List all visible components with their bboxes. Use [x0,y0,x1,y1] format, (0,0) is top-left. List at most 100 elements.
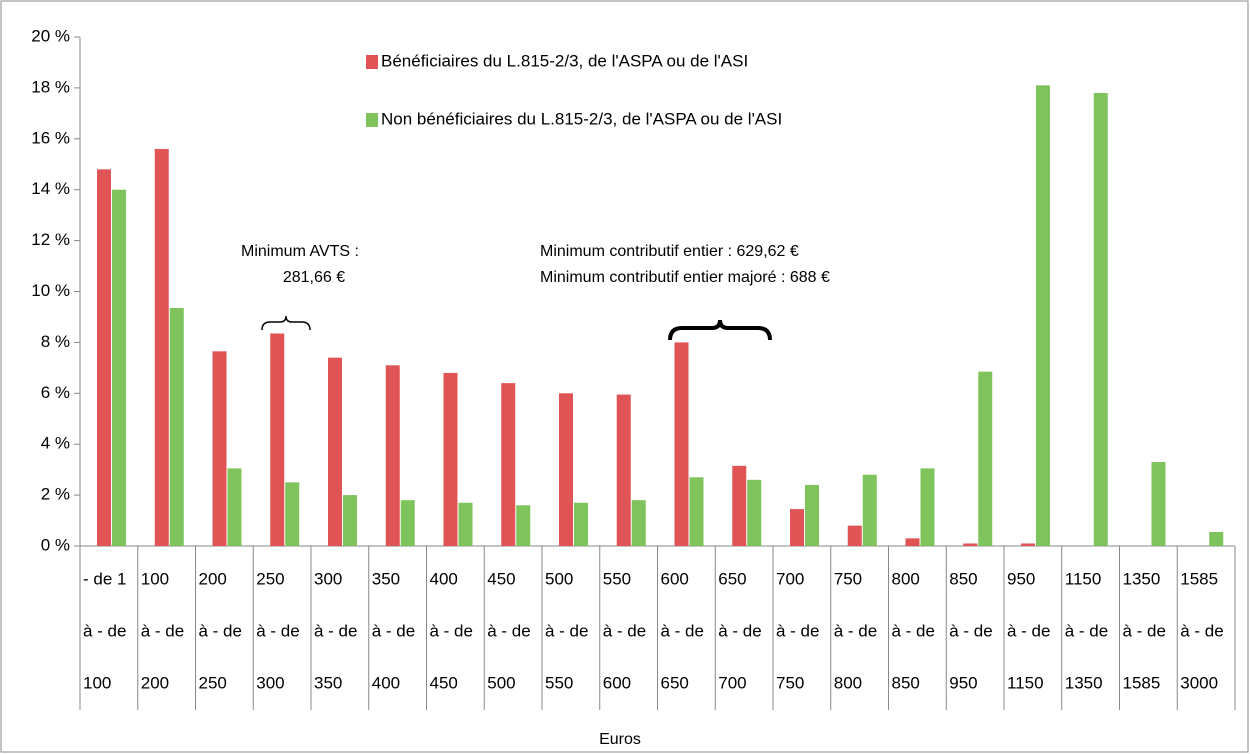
x-tick-label: 300 [256,673,284,692]
x-tick-label: 700 [718,673,746,692]
bar [343,495,357,546]
y-tick-label: 14 % [31,179,70,198]
bar [328,357,342,546]
x-tick-label: 850 [949,569,977,588]
x-tick-label: 800 [834,673,862,692]
x-tick-label: à - de [314,621,357,640]
legend-label: Non bénéficiaires du L.815-2/3, de l'ASP… [381,109,782,128]
x-tick-label: 700 [776,569,804,588]
x-tick-label: 1350 [1065,673,1103,692]
annotation: 281,66 € [283,269,345,286]
x-tick-label: 250 [256,569,284,588]
x-tick-label: à - de [83,621,126,640]
y-tick-label: 4 % [41,434,70,453]
x-tick-label: à - de [430,621,473,640]
x-tick-label: à - de [834,621,877,640]
x-tick-label: 550 [603,569,631,588]
x-tick-label: 1150 [1065,569,1102,588]
bar [862,474,877,546]
x-tick-label: 100 [141,569,169,588]
bar [385,365,400,546]
legend-label: Bénéficiaires du L.815-2/3, de l'ASPA ou… [381,51,748,70]
legend-swatch [366,55,378,69]
x-tick-label: 1150 [1007,673,1044,692]
x-tick-label: à - de [256,621,299,640]
x-tick-label: 450 [487,569,515,588]
x-tick-label: 750 [834,569,862,588]
legend-swatch [366,113,378,127]
x-tick-label: 600 [661,569,689,588]
x-tick-label: 950 [1007,569,1035,588]
bar [1151,462,1166,546]
y-tick-label: 20 % [31,26,70,45]
x-tick-label: 650 [718,569,746,588]
bar [732,465,747,546]
bar [963,543,978,546]
bar [805,484,819,546]
x-tick-label: à - de [1065,621,1108,640]
bar [689,477,704,546]
x-tick-label: à - de [1123,621,1166,640]
bar [674,342,689,546]
bar [443,372,458,546]
x-tick-label: 400 [372,673,400,692]
x-tick-label: 200 [141,673,169,692]
y-tick-label: 2 % [41,485,70,504]
brace [668,319,772,341]
bar [790,509,804,546]
bar [978,371,993,546]
x-tick-label: à - de [776,621,819,640]
x-tick-label: 250 [199,673,227,692]
x-tick-label: à - de [603,621,646,640]
bar [631,500,646,546]
x-tick-label: 400 [430,569,458,588]
x-tick-label: à - de [372,621,415,640]
bar [458,502,473,546]
annotation: Minimum contributif entier : 629,62 € [540,243,799,260]
bar [227,468,242,546]
bar [616,394,631,546]
bar [1093,92,1108,547]
x-tick-label: à - de [199,621,242,640]
x-tick-label: 1585 [1180,569,1218,588]
brace [261,315,311,331]
bar [516,505,531,546]
bar [212,351,227,546]
x-tick-label: à - de [892,621,935,640]
y-tick-label: 10 % [31,281,70,300]
x-tick-label: 650 [661,673,689,692]
x-tick-label: 200 [199,569,227,588]
x-tick-label: 3000 [1180,673,1218,692]
x-tick-label: 550 [545,673,573,692]
bar [559,393,573,546]
bar [905,538,920,546]
x-tick-label: 450 [430,673,458,692]
bar [1036,85,1050,546]
x-tick-label: 500 [487,673,515,692]
y-tick-label: 8 % [41,332,70,351]
x-tick-label: à - de [1180,621,1223,640]
bar [112,189,126,546]
bar [501,383,516,546]
x-tick-label: 950 [949,673,977,692]
bar [97,169,111,546]
x-tick-label: 800 [892,569,920,588]
annotation: Minimum contributif entier majoré : 688 … [540,269,830,286]
x-tick-label: à - de [141,621,184,640]
bar [1021,543,1035,546]
bar [285,482,300,546]
x-tick-label: 850 [892,673,920,692]
bar [154,148,169,547]
y-tick-label: 6 % [41,383,70,402]
x-tick-label: 750 [776,673,804,692]
x-tick-label: 1350 [1123,569,1161,588]
x-tick-label: 350 [314,673,342,692]
annotation: Minimum AVTS : [241,243,359,260]
bar [747,479,762,546]
x-tick-label: à - de [718,621,761,640]
x-tick-label: 500 [545,569,573,588]
x-tick-label: 600 [603,673,631,692]
x-tick-label: à - de [661,621,704,640]
y-tick-label: 12 % [31,230,70,249]
